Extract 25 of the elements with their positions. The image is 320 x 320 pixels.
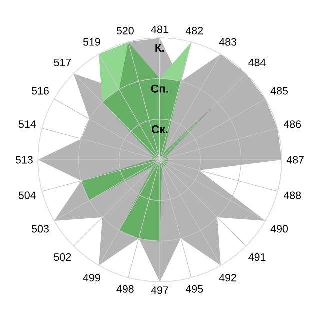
spoke-label: 488 [284, 192, 302, 200]
spoke-label: 482 [186, 27, 203, 35]
spoke-label: 481 [151, 26, 168, 34]
spoke-label: 497 [151, 286, 168, 294]
spoke-label: 514 [18, 120, 36, 128]
spoke-label: 495 [186, 285, 204, 293]
spoke-label: 517 [54, 59, 72, 66]
spoke-label: 502 [54, 254, 72, 262]
spoke-label: 491 [248, 254, 266, 262]
spoke-label: 483 [219, 38, 237, 46]
spoke-label: 520 [116, 27, 134, 35]
spoke-label: 490 [270, 225, 288, 233]
spoke-label: 519 [83, 38, 100, 46]
spoke-label: 484 [248, 58, 266, 67]
spoke-label: 487 [286, 156, 304, 164]
spoke-label: 492 [219, 274, 236, 282]
spoke-label: 486 [284, 120, 302, 128]
spoke-label: 503 [32, 225, 49, 233]
spoke-label: 504 [18, 192, 36, 200]
spoke-label: 513 [16, 156, 33, 164]
spoke-label: 516 [32, 87, 49, 95]
spoke-label: 485 [270, 87, 288, 95]
spoke-label: 498 [116, 285, 134, 293]
y-tick-label: К. [156, 44, 164, 52]
spoke-label: 499 [83, 274, 100, 282]
